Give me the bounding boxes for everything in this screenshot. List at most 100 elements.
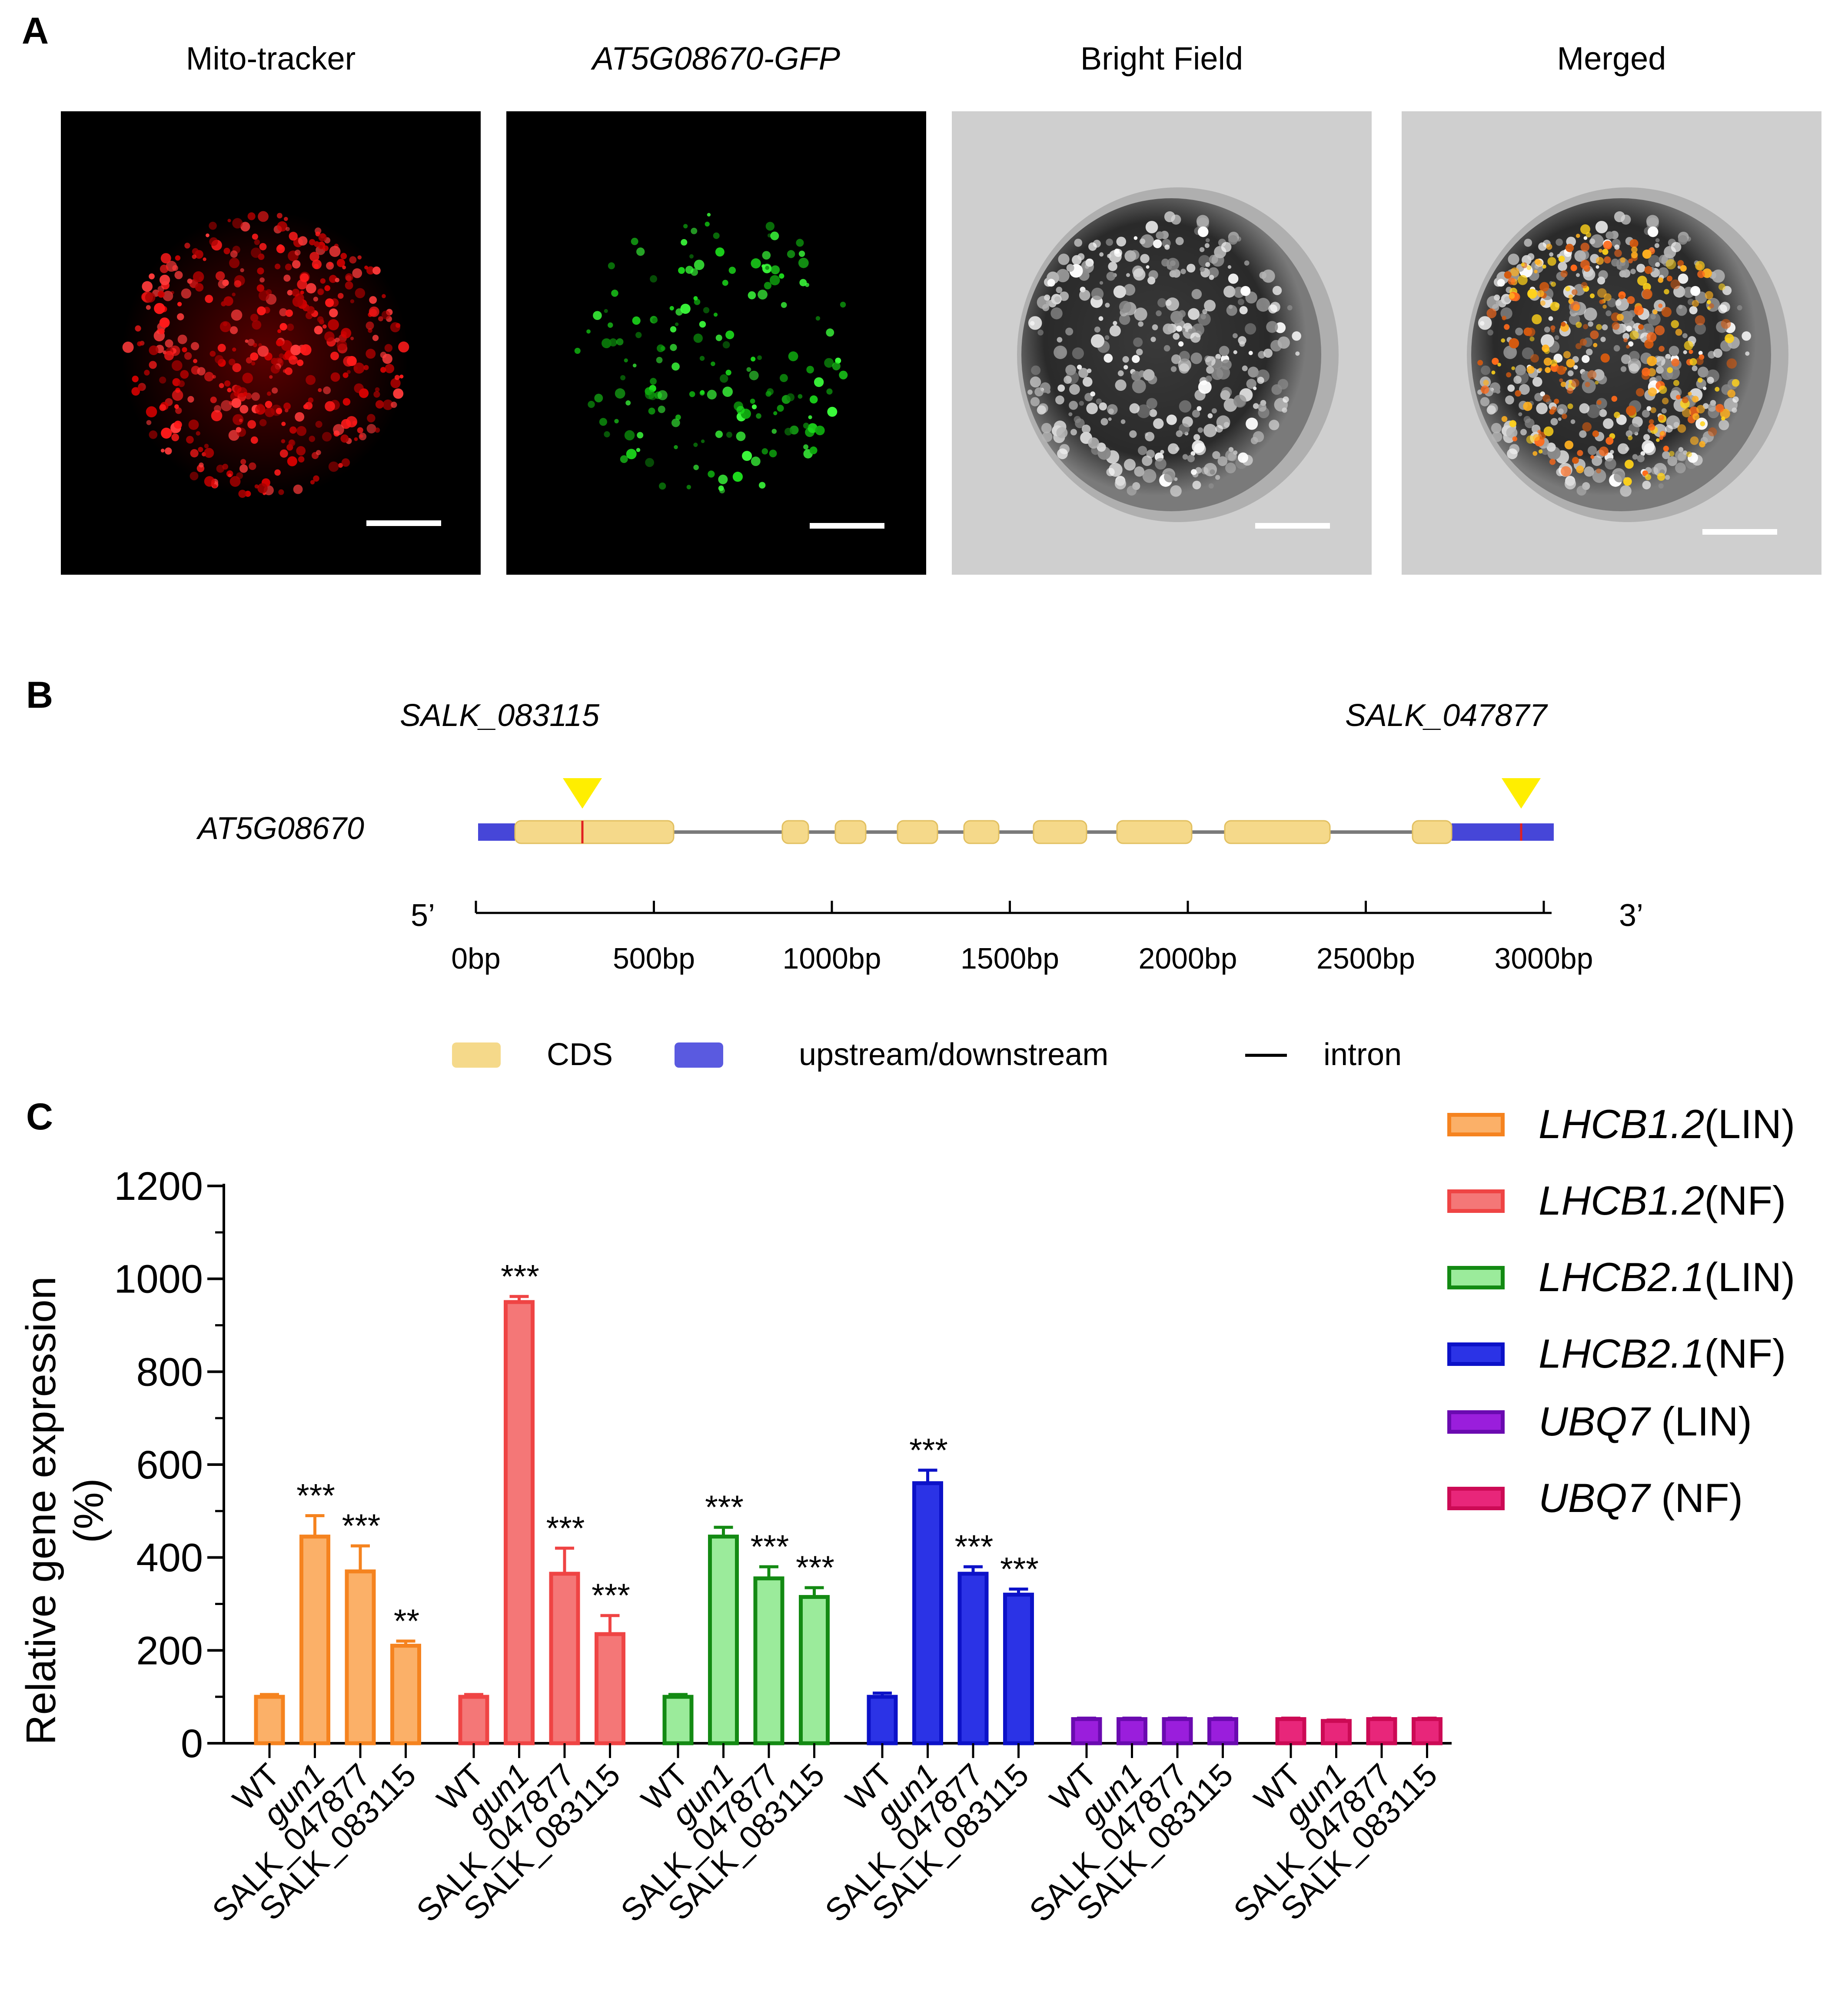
organelle-dot (283, 402, 291, 410)
organelle-dot (372, 335, 379, 341)
organelle-dot (699, 390, 705, 396)
organelle-dot (1665, 425, 1673, 433)
bar (708, 1535, 739, 1745)
organelle-dot (1632, 454, 1638, 460)
organelle-dot (256, 403, 264, 411)
organelle-dot (1595, 380, 1599, 385)
organelle-dot (1077, 364, 1082, 370)
organelle-dot (1708, 303, 1714, 309)
organelle-dot (279, 449, 288, 458)
organelle-dot (1667, 456, 1678, 466)
organelle-dot (1657, 473, 1665, 481)
organelle-dot (366, 321, 374, 330)
organelle-dot (1160, 450, 1164, 454)
exon-6 (1033, 820, 1087, 844)
organelle-dot (319, 319, 324, 325)
organelle-dot (177, 334, 187, 344)
organelle-dot (172, 265, 179, 271)
organelle-dot (1480, 397, 1490, 406)
organelle-dot (1613, 345, 1620, 352)
organelle-dot (1658, 303, 1663, 308)
organelle-dot (346, 356, 357, 366)
scale-tick-label: 1500bp (961, 942, 1059, 975)
organelle-dot (269, 375, 273, 379)
organelle-dot (1206, 366, 1214, 374)
organelle-dot (1635, 388, 1645, 397)
organelle-dot (1742, 331, 1751, 341)
organelle-dot (832, 362, 841, 370)
organelle-dot (602, 338, 612, 348)
organelle-dot (1550, 325, 1556, 330)
organelle-dot (762, 251, 771, 260)
organelle-dot (1270, 302, 1280, 313)
organelle-dot (1629, 239, 1639, 248)
organelle-dot (1145, 221, 1158, 233)
organelle-dot (1156, 310, 1162, 316)
organelle-dot (1540, 300, 1546, 306)
organelle-dot (1091, 287, 1104, 300)
organelle-dot (1673, 380, 1679, 386)
organelle-dot (1058, 253, 1070, 265)
significance-label: *** (909, 1432, 948, 1469)
organelle-dot (1631, 251, 1638, 259)
organelle-dot (1215, 425, 1223, 433)
organelle-dot (149, 345, 159, 355)
organelle-dot (335, 337, 340, 343)
organelle-dot (1602, 324, 1608, 330)
organelle-dot (232, 293, 236, 296)
organelle-dot (192, 254, 197, 259)
organelle-dot (1513, 376, 1522, 384)
organelle-dot (787, 250, 795, 258)
organelle-dot (146, 420, 152, 425)
organelle-dot (1494, 294, 1500, 301)
organelle-dot (1615, 297, 1629, 311)
organelle-dot (1098, 316, 1103, 321)
organelle-dot (1656, 366, 1664, 374)
bar (753, 1576, 784, 1745)
organelle-dot (1544, 326, 1550, 333)
organelle-dot (689, 254, 694, 259)
organelle-dot (675, 322, 679, 326)
organelle-dot (354, 437, 358, 441)
organelle-dot (1196, 215, 1209, 228)
organelle-dot (1646, 332, 1657, 342)
organelle-dot (213, 484, 217, 489)
organelle-dot (1605, 437, 1614, 445)
organelle-dot (699, 356, 705, 361)
organelle-dot (1642, 410, 1650, 418)
organelle-dot (1197, 226, 1209, 237)
organelle-dot (1707, 376, 1714, 384)
organelle-dot (715, 247, 725, 257)
organelle-dot (781, 302, 787, 308)
organelle-dot (1511, 366, 1516, 370)
organelle-dot (247, 212, 256, 220)
organelle-dot (131, 387, 140, 396)
organelle-dot (1689, 306, 1698, 315)
organelle-dot (1655, 356, 1665, 366)
organelle-dot (1566, 359, 1575, 368)
organelle-dot (1627, 296, 1635, 304)
organelle-dot (1590, 234, 1604, 248)
organelle-dot (178, 380, 185, 387)
organelle-dot (380, 352, 387, 358)
organelle-dot (803, 423, 809, 429)
organelle-dot (728, 266, 736, 274)
organelle-dot (1509, 293, 1515, 299)
organelle-dot (149, 430, 158, 439)
organelle-dot (769, 275, 780, 286)
organelle-dot (322, 324, 327, 329)
organelle-dot (217, 343, 226, 352)
organelle-dot (1106, 468, 1115, 476)
organelle-dot (1718, 283, 1725, 290)
organelle-dot (1584, 466, 1595, 477)
organelle-dot (294, 250, 301, 256)
legend-item: UBQ7 (NF) (1443, 1469, 1843, 1522)
organelle-dot (1477, 360, 1483, 366)
organelle-dot (1560, 381, 1566, 387)
organelle-dot (594, 393, 603, 403)
scale-tick-label: 2000bp (1139, 942, 1237, 975)
organelle-dot (1640, 451, 1645, 456)
organelle-dot (1070, 429, 1077, 436)
bar (1366, 1717, 1397, 1745)
